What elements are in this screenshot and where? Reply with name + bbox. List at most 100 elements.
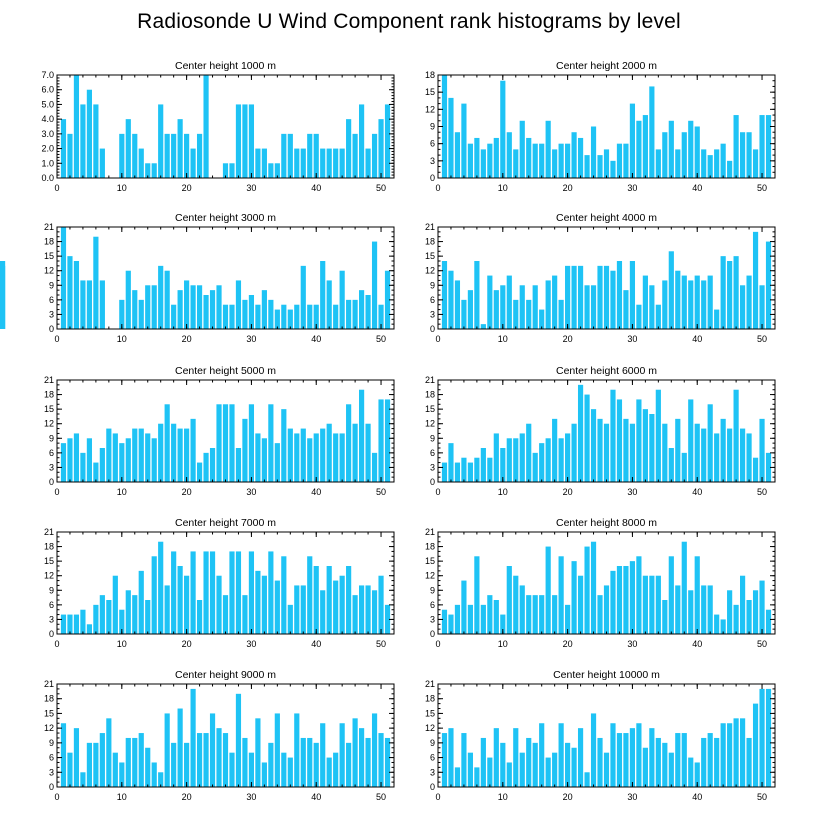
bar (610, 723, 616, 787)
bar (119, 609, 125, 634)
bar (151, 556, 157, 634)
bar (539, 595, 545, 634)
bar (339, 433, 345, 482)
bar (106, 428, 112, 482)
bar (145, 285, 151, 329)
bar (610, 270, 616, 329)
y-tick-label: 12 (425, 723, 435, 733)
bar (359, 728, 365, 787)
bar (467, 752, 473, 787)
bar (740, 285, 746, 329)
bar (688, 590, 694, 634)
bar (448, 728, 454, 787)
bar (701, 428, 707, 482)
bar (532, 595, 538, 634)
x-tick-label: 30 (627, 639, 637, 649)
bar (287, 428, 293, 482)
bar (642, 575, 648, 634)
bar (461, 457, 467, 482)
bar (590, 541, 597, 634)
bar (67, 614, 73, 634)
bar (474, 767, 480, 787)
bar (99, 733, 105, 787)
x-tick-label: 30 (246, 487, 256, 497)
bar (493, 728, 499, 787)
bar (539, 143, 545, 178)
bar (714, 309, 720, 329)
bar (313, 304, 319, 329)
y-tick-label: 21 (425, 527, 435, 537)
panel-3: Center height 3000 m 0 3 6 9 12 15 18 21 0 10 20 30 4… (0, 212, 395, 344)
bar (759, 115, 765, 178)
bar (558, 438, 564, 482)
bar (242, 418, 248, 482)
bar (313, 566, 319, 634)
bar (649, 728, 655, 787)
bar (333, 304, 339, 329)
x-tick-label: 30 (627, 334, 637, 344)
y-tick-label: 3.0 (41, 129, 54, 139)
x-tick-label: 0 (435, 183, 440, 193)
bar (519, 433, 525, 482)
bar (86, 624, 92, 634)
bar (274, 713, 280, 787)
bar (610, 160, 616, 178)
bar (190, 688, 196, 787)
bar (733, 718, 739, 787)
x-tick-label: 20 (563, 487, 573, 497)
bar (371, 590, 378, 634)
x-tick-label: 10 (498, 792, 508, 802)
y-tick-label: 18 (44, 694, 54, 704)
panel-title: Center height 6000 m (556, 365, 657, 377)
bar (707, 733, 713, 787)
bar (190, 285, 196, 329)
y-tick-label: 15 (425, 708, 435, 718)
bar (681, 452, 687, 482)
x-tick-label: 10 (498, 639, 508, 649)
bar (229, 163, 235, 178)
bar (480, 149, 486, 178)
bar (565, 604, 571, 634)
bar (493, 290, 499, 329)
bar (597, 265, 603, 329)
bar (93, 742, 99, 787)
bar (274, 163, 280, 178)
bar (274, 580, 280, 634)
bar (222, 733, 229, 787)
bar (307, 556, 313, 634)
bar (487, 275, 493, 329)
bar (287, 309, 293, 329)
bar (623, 143, 629, 178)
bar (519, 752, 525, 787)
bar (681, 733, 687, 787)
bar (565, 433, 571, 482)
bar (281, 409, 287, 482)
bar (590, 713, 597, 787)
bar (384, 737, 391, 787)
bar (752, 703, 759, 787)
bar (655, 389, 661, 482)
bar (629, 728, 636, 787)
y-tick-label: 7.0 (41, 70, 54, 80)
bar (242, 595, 248, 634)
bar (203, 733, 209, 787)
bar (500, 614, 506, 634)
bar (99, 448, 105, 482)
y-tick-label: 1.0 (41, 158, 54, 168)
y-tick-label: 6 (430, 139, 435, 149)
bar (565, 742, 571, 787)
bar (694, 556, 700, 634)
y-tick-label: 6.0 (41, 85, 54, 95)
y-tick-label: 6 (49, 600, 54, 610)
bar (474, 556, 480, 634)
y-tick-label: 21 (44, 527, 54, 537)
y-tick-label: 18 (44, 390, 54, 400)
x-tick-label: 50 (757, 487, 767, 497)
x-tick-label: 50 (376, 792, 386, 802)
bar (526, 737, 532, 787)
bar (461, 299, 467, 329)
bar (655, 149, 661, 178)
bar (281, 752, 287, 787)
bar (307, 438, 313, 482)
bar (740, 575, 746, 634)
